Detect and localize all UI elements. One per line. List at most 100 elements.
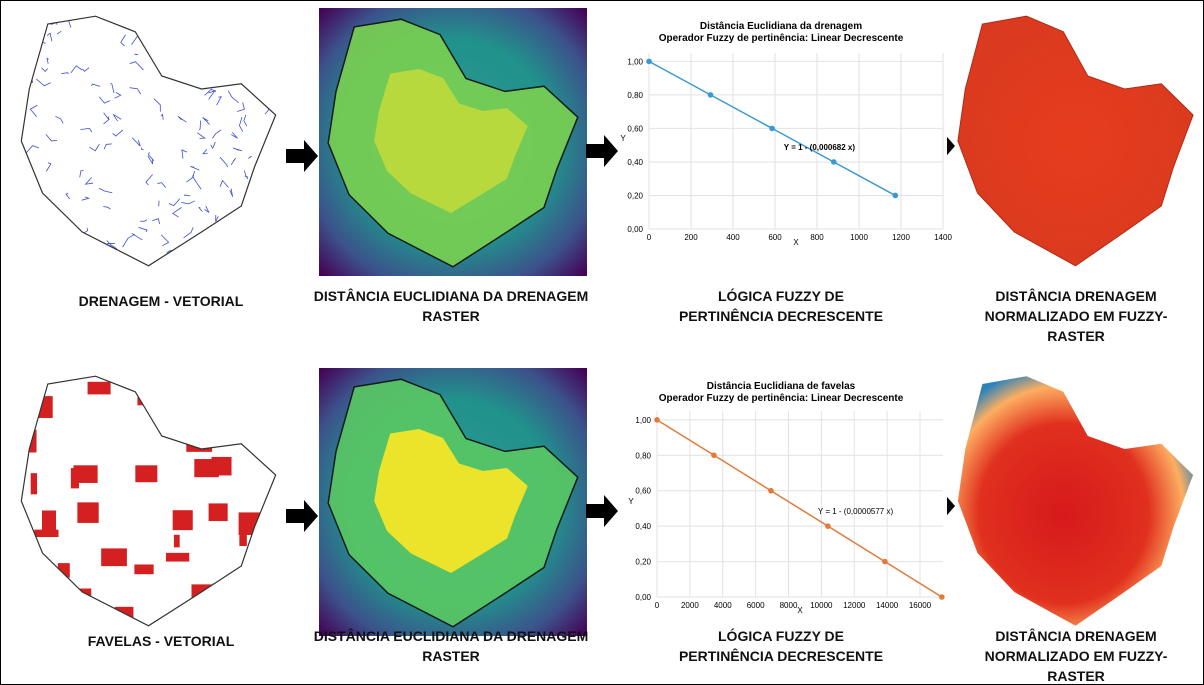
stream bbox=[82, 197, 89, 200]
stream bbox=[25, 146, 39, 155]
stream bbox=[55, 116, 63, 123]
stream bbox=[250, 243, 261, 250]
stream bbox=[258, 186, 265, 191]
y-axis-label: Y bbox=[620, 134, 626, 143]
stream bbox=[188, 59, 192, 68]
favela-patch bbox=[239, 512, 265, 535]
stream bbox=[132, 233, 143, 239]
y-tick-label: 0,20 bbox=[635, 558, 651, 567]
x-tick-label: 400 bbox=[726, 233, 740, 242]
stream bbox=[120, 17, 125, 24]
stream bbox=[103, 207, 110, 210]
stream bbox=[103, 113, 108, 124]
y-axis-label: Y bbox=[628, 497, 634, 506]
stream bbox=[221, 56, 229, 60]
stream bbox=[16, 218, 26, 229]
y-tick-label: 0,20 bbox=[627, 191, 643, 200]
stream bbox=[158, 183, 166, 188]
stream bbox=[139, 227, 148, 231]
stream bbox=[178, 49, 184, 57]
favela-patch bbox=[212, 397, 232, 417]
stream bbox=[172, 71, 179, 79]
stream bbox=[248, 76, 251, 82]
caption: DISTÂNCIA EUCLIDIANA DA DRENAGEM RASTER bbox=[291, 626, 611, 666]
stream bbox=[63, 17, 69, 19]
x-tick-label: 10000 bbox=[810, 601, 833, 610]
y-tick-label: 0,60 bbox=[627, 124, 643, 133]
fuzzy-map bbox=[958, 16, 1193, 266]
stream bbox=[246, 217, 255, 224]
stream bbox=[99, 188, 112, 192]
point bbox=[939, 594, 945, 600]
stream bbox=[220, 223, 228, 225]
stream bbox=[149, 49, 153, 54]
stream bbox=[239, 117, 242, 132]
stream bbox=[259, 18, 265, 26]
favela-patch bbox=[194, 459, 219, 477]
stream bbox=[254, 22, 256, 28]
stream bbox=[11, 63, 19, 76]
stream bbox=[261, 190, 269, 197]
annotation: Y = 1 - (0,000682 x) bbox=[784, 143, 856, 152]
arrow bbox=[586, 135, 618, 167]
stream bbox=[244, 115, 247, 126]
favela-patch bbox=[268, 381, 276, 401]
caption: LÓGICA FUZZY DE PERTINÊNCIA DECRESCENTE bbox=[671, 626, 891, 666]
caption: DISTÂNCIA EUCLIDIANA DA DRENAGEM RASTER bbox=[291, 286, 611, 326]
x-tick-label: 200 bbox=[684, 233, 698, 242]
stream bbox=[57, 31, 61, 34]
stream bbox=[203, 265, 210, 269]
x-tick-label: 8000 bbox=[780, 601, 798, 610]
vector-map bbox=[11, 4, 280, 272]
favela-patch bbox=[209, 503, 228, 521]
stream bbox=[42, 68, 48, 72]
stream bbox=[131, 36, 143, 45]
stream bbox=[173, 207, 182, 217]
x-tick-label: 1200 bbox=[892, 233, 910, 242]
x-tick-label: 12000 bbox=[843, 601, 866, 610]
map-outline bbox=[21, 376, 275, 626]
stream bbox=[99, 97, 110, 103]
stream bbox=[203, 118, 210, 125]
stream bbox=[228, 91, 239, 103]
stream bbox=[179, 262, 187, 272]
chart-subtitle: Operador Fuzzy de pertinência: Linear De… bbox=[659, 393, 904, 404]
favela-patch bbox=[77, 502, 98, 523]
stream bbox=[30, 208, 34, 215]
caption: DRENAGEM - VETORIAL bbox=[11, 291, 311, 311]
stream bbox=[199, 120, 200, 129]
favela-patch bbox=[77, 588, 91, 611]
stream bbox=[11, 155, 20, 157]
stream bbox=[65, 263, 72, 264]
x-tick-label: 6000 bbox=[747, 601, 765, 610]
point bbox=[893, 193, 899, 199]
y-tick-label: 0,40 bbox=[627, 158, 643, 167]
stream bbox=[86, 178, 94, 185]
stream bbox=[261, 203, 267, 205]
stream bbox=[253, 57, 257, 60]
x-tick-label: 1000 bbox=[850, 233, 868, 242]
favela-patch bbox=[166, 553, 189, 562]
stream bbox=[231, 158, 236, 165]
chart-title: Distância Euclidiana da drenagem bbox=[700, 21, 862, 32]
stream bbox=[80, 171, 84, 178]
stream bbox=[211, 142, 216, 148]
favela-patch bbox=[16, 561, 30, 569]
stream bbox=[162, 37, 174, 40]
caption: FAVELAS - VETORIAL bbox=[11, 631, 311, 651]
stream bbox=[130, 88, 141, 94]
stream bbox=[161, 235, 168, 246]
favela-patch bbox=[38, 396, 52, 418]
stream bbox=[178, 116, 186, 122]
arrow bbox=[586, 495, 618, 527]
stream bbox=[36, 212, 48, 222]
stream bbox=[271, 20, 280, 30]
stream bbox=[123, 234, 135, 247]
caption: DISTÂNCIA DRENAGEM NORMALIZADO EM FUZZY-… bbox=[976, 286, 1176, 346]
stream bbox=[237, 103, 244, 112]
stream bbox=[181, 201, 195, 204]
stream bbox=[169, 199, 180, 206]
stream bbox=[12, 245, 16, 250]
favela-patch bbox=[73, 465, 97, 483]
favela-patch bbox=[270, 606, 292, 620]
